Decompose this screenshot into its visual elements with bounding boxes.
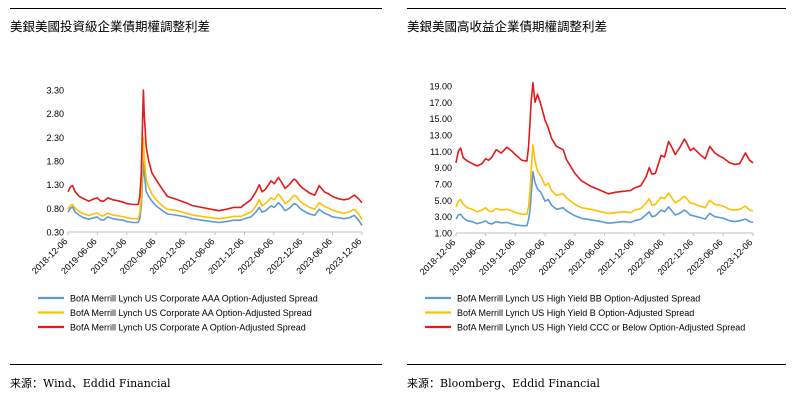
top-rule (407, 8, 786, 9)
legend-label: BofA Merrill Lynch US High Yield BB Opti… (457, 294, 700, 304)
series-line-2 (455, 81, 754, 195)
legend-label: BofA Merrill Lynch US Corporate A Option… (70, 323, 306, 333)
bottom-rule (10, 364, 382, 365)
y-tick-label: 11.00 (430, 147, 452, 157)
y-tick-label: 17.00 (429, 98, 452, 108)
y-tick-label: 1.30 (46, 180, 64, 190)
y-tick-label: 7.00 (434, 180, 452, 190)
y-tick-label: 15.00 (429, 114, 452, 124)
line-chart: 0.300.801.301.802.302.803.302018-12-0620… (30, 86, 364, 333)
chart-panel-high-yield: 美銀美國高收益企業債期權調整利差 1.00 3.00 5.00 7.00 9.00 11.… (397, 0, 794, 400)
chart-title: 美銀美國高收益企業債期權調整利差 (407, 19, 608, 34)
legend-label: BofA Merrill Lynch US Corporate AA Optio… (70, 308, 312, 318)
y-tick-label: 13.00 (429, 131, 452, 141)
y-tick-label: 3.00 (434, 212, 452, 222)
y-tick-label: 1.00 (434, 229, 452, 239)
bottom-rule (407, 364, 786, 365)
y-tick-label: 2.30 (46, 133, 64, 143)
series-line-0 (67, 160, 363, 226)
chart-title: 美銀美國投資級企業債期權調整利差 (10, 19, 211, 34)
legend-label: BofA Merrill Lynch US High Yield B Optio… (457, 308, 694, 318)
series-line-1 (67, 136, 363, 221)
chart-panel-investment-grade: 美銀美國投資級企業債期權調整利差 0.30 0.80 1.30 1.80 2.30 2.8… (0, 0, 390, 400)
y-tick-label: 19.00 (429, 82, 452, 92)
y-tick-label: 0.80 (46, 204, 64, 214)
legend-label: BofA Merrill Lynch US High Yield CCC or … (457, 323, 745, 333)
series-line-2 (67, 89, 363, 212)
legend-label: BofA Merrill Lynch US Corporate AAA Opti… (70, 294, 318, 304)
y-tick-label: 9.00 (434, 163, 452, 173)
series-line-1 (455, 144, 754, 215)
y-tick-label: 3.30 (46, 86, 64, 96)
y-tick-label: 2.80 (46, 109, 64, 119)
source-note: 来源：Wind、Eddid Financial (10, 377, 171, 390)
line-chart: 1.00 3.00 5.00 7.00 9.00 11.00 13.00 15.00 17.00… (418, 81, 755, 333)
series-line-0 (455, 171, 754, 227)
y-tick-label: 0.30 (46, 228, 64, 238)
y-tick-label: 5.00 (434, 196, 452, 206)
top-rule (10, 8, 382, 9)
y-tick-label: 1.80 (46, 157, 64, 167)
source-note: 来源：Bloomberg、Eddid Financial (407, 377, 600, 390)
